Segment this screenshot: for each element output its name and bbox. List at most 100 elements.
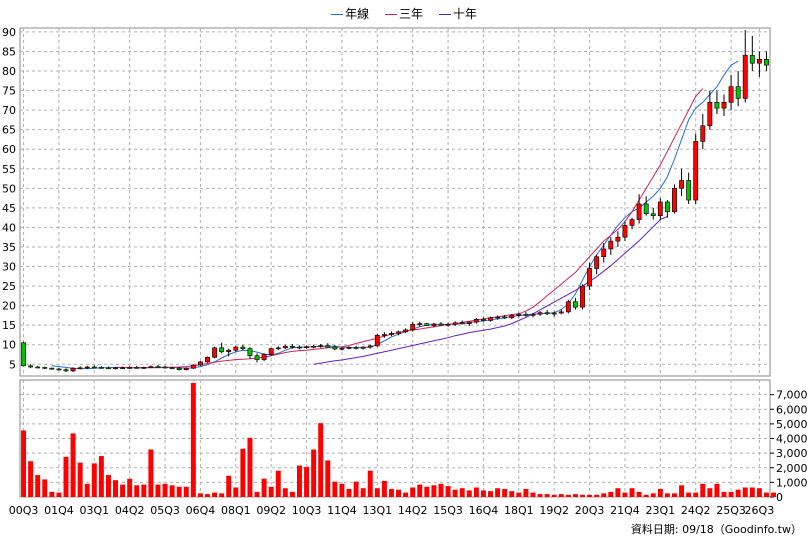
candle	[367, 344, 373, 349]
x-tick-label: 25Q3	[716, 504, 746, 517]
volume-bar	[721, 491, 727, 497]
ma-line	[313, 216, 668, 365]
volume-bar	[558, 494, 564, 497]
volume-bar	[318, 423, 324, 497]
candle	[558, 309, 564, 315]
candle-body	[714, 101, 720, 109]
volume-bar	[735, 489, 741, 497]
candle	[226, 348, 232, 357]
candle	[127, 366, 133, 369]
candle-body	[21, 342, 26, 367]
volume-bar	[275, 470, 281, 497]
volume-bar	[615, 488, 621, 497]
candle	[707, 90, 713, 130]
candle-body	[190, 364, 196, 369]
x-tick-label: 06Q4	[186, 504, 216, 517]
candle-body	[565, 301, 571, 313]
volume-bar	[714, 483, 720, 497]
volume-bar	[388, 488, 394, 497]
x-tick-label: 18Q1	[504, 504, 534, 517]
candle-body	[297, 346, 302, 349]
candle	[544, 309, 550, 316]
legend-label-annual: 年線	[345, 7, 370, 21]
candle	[551, 311, 557, 317]
volume-bar	[679, 485, 685, 497]
legend-swatch-three-year	[384, 14, 397, 15]
candle	[417, 321, 423, 327]
candle-body	[56, 368, 62, 371]
candle	[565, 299, 571, 314]
candle-body	[643, 203, 649, 215]
x-tick-label: 16Q4	[469, 504, 499, 517]
candle-body	[396, 331, 401, 334]
candle	[445, 322, 451, 327]
candle-body	[764, 58, 769, 66]
candle	[289, 343, 295, 349]
candle	[410, 322, 416, 332]
candle	[636, 194, 642, 224]
price-tick-label: 90	[2, 26, 16, 39]
candle-body	[374, 335, 380, 347]
candle-body	[403, 329, 409, 333]
volume-bar	[742, 487, 748, 497]
x-tick-label: 23Q1	[646, 504, 676, 517]
candle	[721, 94, 727, 116]
candle-body	[749, 55, 755, 64]
candle-body	[134, 367, 140, 369]
price-tick-label: 35	[2, 241, 16, 254]
candle-body	[622, 225, 628, 238]
volume-bar	[134, 485, 140, 497]
candle-body	[756, 58, 762, 64]
candle	[381, 332, 387, 338]
candle-body	[721, 101, 727, 109]
candle	[622, 221, 628, 242]
candle	[141, 366, 147, 369]
candle-body	[445, 324, 451, 326]
volume-bar	[205, 494, 210, 497]
volume-bar	[502, 488, 508, 497]
volume-bar	[452, 489, 458, 497]
candle	[56, 367, 62, 371]
candle	[91, 365, 97, 369]
volume-bar	[672, 493, 677, 497]
volume-bar	[629, 488, 635, 497]
volume-bar	[756, 488, 762, 497]
chart-legend: 年線 三年 十年	[0, 5, 808, 22]
volume-bar	[424, 486, 430, 497]
candle-body	[594, 256, 600, 269]
candle	[679, 168, 684, 197]
volume-bar	[431, 485, 437, 497]
candle-body	[664, 201, 670, 213]
candle	[205, 356, 210, 363]
volume-bar	[643, 494, 649, 497]
candle	[389, 331, 394, 337]
candle	[120, 366, 126, 370]
price-tick-label: 70	[2, 104, 16, 117]
candle-body	[672, 188, 677, 213]
candle	[28, 364, 34, 369]
candle-body	[148, 366, 154, 368]
candle-body	[212, 347, 217, 358]
candle-body	[735, 86, 741, 99]
ma-line	[115, 88, 704, 369]
candle-body	[466, 321, 472, 324]
candle-body	[304, 346, 309, 348]
volume-bar	[572, 494, 578, 497]
candle	[297, 345, 302, 350]
candle	[756, 51, 762, 77]
candle-body	[742, 55, 748, 99]
candle	[438, 322, 444, 326]
candle	[459, 320, 465, 325]
volume-bar	[105, 475, 111, 497]
volume-bar	[580, 494, 585, 497]
candle-body	[608, 240, 614, 250]
candle	[77, 366, 83, 370]
volume-bar	[636, 491, 642, 497]
x-tick-label: 19Q2	[539, 504, 569, 517]
candle	[282, 344, 288, 350]
candle	[749, 35, 755, 72]
candle	[502, 315, 508, 319]
volume-bar	[396, 489, 402, 497]
volume-bar	[403, 492, 409, 497]
price-panel: 5 10 15 20 25 30 35 40 45 50 55 60 65 70 75 80 85 90	[2, 26, 771, 377]
